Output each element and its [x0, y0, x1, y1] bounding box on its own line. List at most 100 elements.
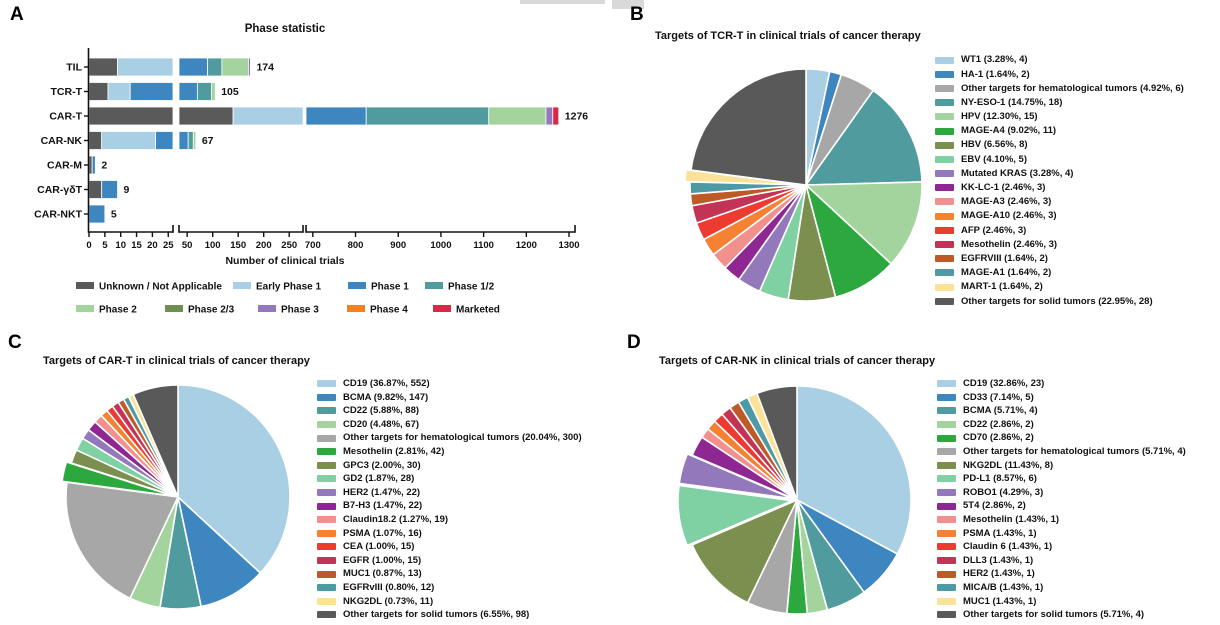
pie-slice — [65, 481, 179, 599]
bar-segment — [88, 180, 103, 199]
legend-swatch — [935, 212, 954, 220]
pie-slice — [796, 385, 912, 555]
legend-label: PD-L1 (8.57%, 6) — [963, 473, 1037, 485]
legend-label: CD22 (5.88%, 88) — [343, 405, 420, 417]
phase-legend-label: Phase 2/3 — [188, 305, 235, 316]
legend-label: PSMA (1.07%, 16) — [343, 527, 422, 539]
legend-swatch — [937, 516, 956, 524]
legend-label: Other targets for solid tumors (5.71%, 4… — [963, 609, 1145, 621]
phase-statistic-bar-chart: Phase statistic Number of clinical trials… — [34, 23, 589, 316]
x-tick-label: 700 — [305, 240, 321, 251]
legend-label: EGFRvIII (0.80%, 12) — [343, 581, 435, 593]
legend-label: MUC1 (1.43%, 1) — [963, 595, 1037, 607]
pie-slice — [678, 453, 793, 500]
panel-a-letter: A — [10, 4, 24, 25]
car-nk-pie-legend: CD19 (32.86%, 23) CD33 (7.14%, 5) BCMA (5.… — [937, 377, 1186, 622]
legend-item: GD2 (1.87%, 28) — [317, 472, 582, 486]
tcr-t-pie-legend: WT1 (3.28%, 4) HA-1 (1.64%, 2) Other targe… — [935, 53, 1184, 308]
legend-swatch — [935, 255, 954, 263]
legend-swatch — [317, 489, 336, 497]
x-tick-label: 25 — [163, 240, 174, 251]
bar-segment — [101, 131, 156, 150]
legend-label: HER2 (1.47%, 22) — [343, 486, 421, 498]
phase-legend-label: Unknown / Not Applicable — [99, 282, 222, 293]
bar-segment — [192, 131, 197, 150]
legend-item: CD33 (7.14%, 5) — [937, 391, 1186, 405]
legend-swatch — [317, 461, 336, 469]
x-tick-label: 800 — [348, 240, 364, 251]
bar-segment — [247, 57, 251, 77]
legend-label: EBV (4.10%, 5) — [961, 153, 1027, 165]
legend-item: MART-1 (1.64%, 2) — [935, 280, 1184, 294]
x-axis-label: Number of clinical trials — [225, 255, 344, 267]
legend-swatch — [937, 584, 956, 592]
bar-segment — [88, 131, 103, 150]
legend-swatch — [317, 407, 336, 415]
bar-segment — [545, 106, 554, 126]
legend-swatch — [317, 529, 336, 537]
legend-swatch — [317, 543, 336, 551]
legend-label: MAGE-A4 (9.02%, 11) — [961, 125, 1057, 137]
legend-label: MAGE-A3 (2.46%, 3) — [961, 196, 1052, 208]
legend-item: BCMA (9.82%, 147) — [317, 391, 582, 405]
legend-item: HBV (6.56%, 8) — [935, 138, 1184, 152]
legend-label: GPC3 (2.00%, 30) — [343, 459, 421, 471]
legend-item: Other targets for hematological tumors (… — [937, 445, 1186, 459]
car-t-pie-chart — [61, 384, 291, 610]
phase-legend-label: Phase 1 — [371, 282, 409, 293]
legend-label: NKG2DL (0.73%, 11) — [343, 595, 434, 607]
legend-item: CEA (1.00%, 15) — [317, 540, 582, 554]
legend-label: HBV (6.56%, 8) — [961, 139, 1028, 151]
legend-swatch — [935, 241, 954, 249]
legend-swatch — [935, 99, 954, 107]
category-label: CAR-NKT — [34, 209, 82, 221]
legend-item: PD-L1 (8.57%, 6) — [937, 472, 1186, 486]
legend-swatch — [317, 502, 336, 510]
legend-item: DLL3 (1.43%, 1) — [937, 554, 1186, 568]
legend-swatch — [937, 407, 956, 415]
category-label: CAR-NK — [41, 135, 83, 147]
legend-swatch — [935, 297, 954, 305]
category-label: CAR-γδT — [37, 184, 82, 196]
legend-swatch — [935, 170, 954, 178]
bar-total-label: 5 — [111, 209, 117, 221]
legend-swatch — [317, 597, 336, 605]
x-tick-label: 0 — [86, 240, 91, 251]
legend-item: EBV (4.10%, 5) — [935, 152, 1184, 166]
legend-swatch — [935, 127, 954, 135]
legend-item: Claudin18.2 (1.27%, 19) — [317, 513, 582, 527]
bar-segment — [129, 82, 174, 101]
legend-label: ROBO1 (4.29%, 3) — [963, 486, 1044, 498]
panel-c-letter: C — [8, 332, 22, 353]
legend-label: EGFR (1.00%, 15) — [343, 554, 422, 566]
legend-label: Mesothelin (1.43%, 1) — [963, 513, 1060, 525]
legend-item: CD70 (2.86%, 2) — [937, 431, 1186, 445]
legend-label: MICA/B (1.43%, 1) — [963, 581, 1044, 593]
legend-swatch — [317, 393, 336, 401]
legend-swatch — [937, 529, 956, 537]
legend-item: EGFR (1.00%, 15) — [317, 554, 582, 568]
legend-item: NKG2DL (0.73%, 11) — [317, 595, 582, 609]
legend-swatch — [935, 269, 954, 277]
legend-label: BCMA (5.71%, 4) — [963, 405, 1038, 417]
phase-legend-swatch — [76, 305, 94, 312]
legend-label: GD2 (1.87%, 28) — [343, 473, 415, 485]
legend-label: CD20 (4.48%, 67) — [343, 418, 420, 430]
bar-total-label: 1276 — [565, 111, 589, 123]
legend-item: NY-ESO-1 (14.75%, 18) — [935, 96, 1184, 110]
chart-title: Phase statistic — [245, 23, 326, 35]
bar-segment — [488, 106, 547, 126]
bar-segment — [155, 131, 174, 150]
category-label: CAR-M — [47, 160, 82, 172]
legend-item: Mesothelin (1.43%, 1) — [937, 513, 1186, 527]
legend-label: HA-1 (1.64%, 2) — [961, 68, 1030, 80]
bar-total-label: 9 — [124, 184, 130, 196]
phase-legend-swatch — [425, 282, 443, 289]
pie-d-title: Targets of CAR-NK in clinical trials of … — [659, 355, 936, 367]
bar-segment — [117, 57, 174, 77]
legend-swatch — [935, 113, 954, 121]
bar-segment — [232, 106, 304, 126]
legend-item: MICA/B (1.43%, 1) — [937, 581, 1186, 595]
bar-total-label: 67 — [202, 135, 214, 147]
legend-swatch — [937, 434, 956, 442]
